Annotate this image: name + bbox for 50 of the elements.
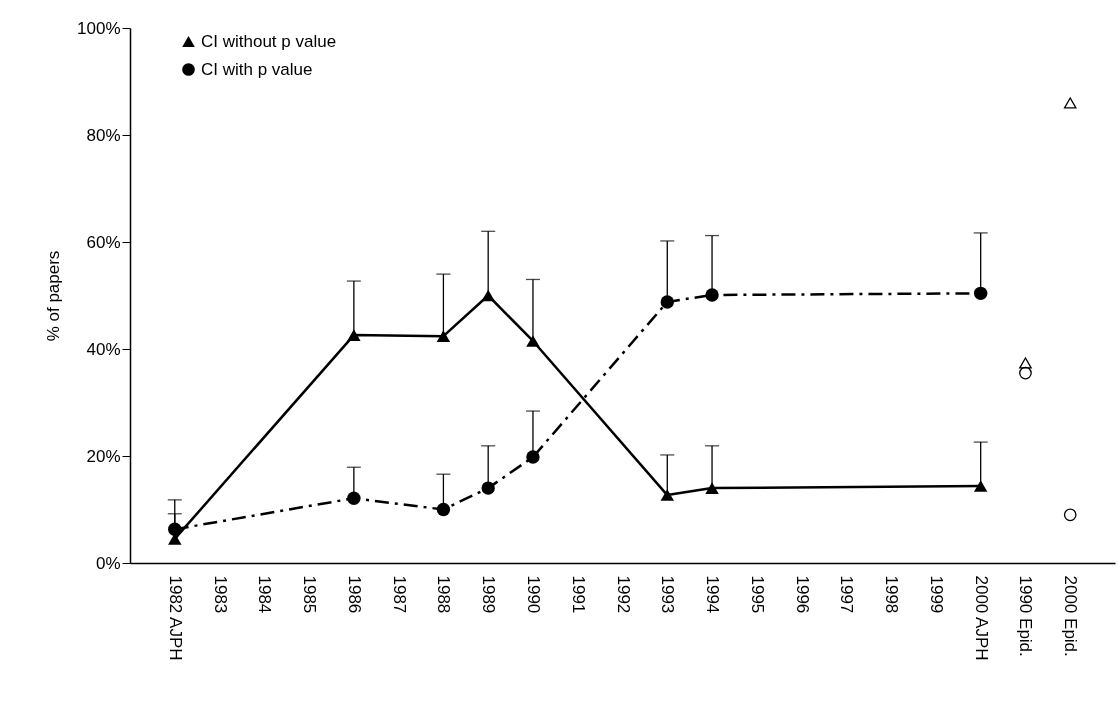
- point: [705, 288, 719, 302]
- point: [168, 533, 182, 545]
- y-tick-label: 40%: [86, 339, 121, 359]
- y-tick-label: 100%: [77, 18, 121, 38]
- x-tick-label: 1998: [882, 575, 902, 614]
- point: [347, 491, 361, 505]
- point: [526, 335, 540, 347]
- point: [1063, 97, 1077, 109]
- x-tick-label: 1989: [479, 575, 499, 614]
- y-tick-label: 80%: [86, 125, 121, 145]
- point: [973, 286, 988, 301]
- point: [1019, 366, 1032, 380]
- y-tick-label: 0%: [95, 553, 121, 573]
- point: [526, 450, 540, 464]
- x-tick-label: 1993: [658, 575, 678, 614]
- point: [481, 481, 495, 495]
- point: [660, 295, 674, 309]
- x-tick-label: 1982 AJPH: [165, 575, 185, 661]
- point: [168, 522, 182, 536]
- y-tick-label: 60%: [86, 232, 121, 252]
- x-tick-label: 1997: [837, 575, 857, 614]
- x-tick-label: 1986: [344, 575, 364, 614]
- x-tick-label: 1984: [255, 575, 275, 614]
- x-tick-label: 1994: [703, 575, 723, 614]
- point: [347, 329, 361, 341]
- point: [660, 489, 674, 501]
- x-tick-label: 1996: [792, 575, 812, 614]
- x-tick-label: 1990: [523, 575, 543, 614]
- y-axis-title: % of papers: [44, 250, 64, 342]
- point: [1019, 357, 1032, 369]
- x-tick-label: 2000 Epid.: [1061, 575, 1081, 657]
- y-tick-label: 20%: [86, 446, 121, 466]
- point: [481, 289, 495, 302]
- x-tick-label: 1985: [300, 575, 320, 614]
- x-tick-label: 2000 AJPH: [971, 575, 991, 661]
- x-tick-label: 1991: [568, 575, 588, 614]
- point: [436, 330, 451, 342]
- x-tick-label: 1983: [210, 575, 230, 614]
- x-tick-label: 1999: [926, 575, 946, 614]
- point: [705, 482, 719, 494]
- x-tick-label: 1995: [747, 575, 767, 614]
- legend-label: CI with p value: [201, 59, 313, 79]
- x-tick-label: 1992: [613, 575, 633, 614]
- x-tick-label: 1988: [434, 575, 454, 614]
- point: [436, 502, 451, 517]
- x-tick-label: 1987: [389, 575, 409, 614]
- x-tick-label: 1990 Epid.: [1016, 575, 1036, 657]
- legend-label: CI without p value: [201, 31, 337, 51]
- point: [973, 480, 988, 492]
- point: [1063, 508, 1077, 522]
